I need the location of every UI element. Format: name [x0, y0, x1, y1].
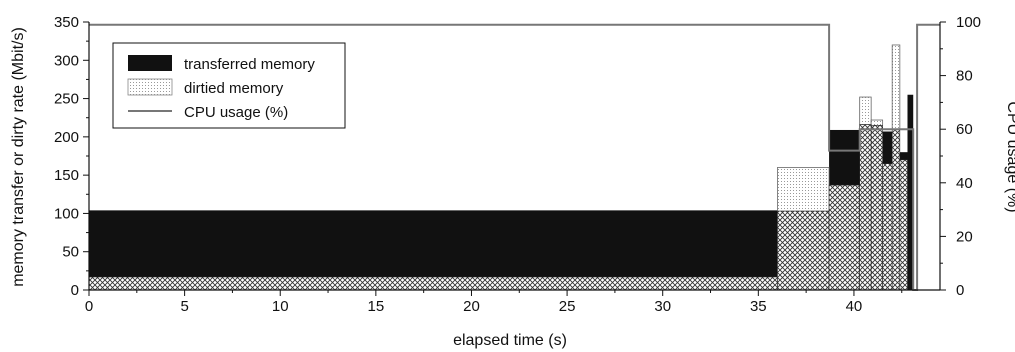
y-tick-label-200: 200 — [54, 129, 79, 146]
dirtied-bar-excess-1 — [777, 167, 830, 212]
y2-axis-title: CPU usage (%) — [1004, 101, 1015, 212]
legend-swatch-transferred — [128, 55, 172, 71]
y2-tick-label-0: 0 — [956, 282, 964, 299]
y-tick-label-300: 300 — [54, 52, 79, 69]
y-tick-label-250: 250 — [54, 91, 79, 108]
y-tick-label-50: 50 — [62, 244, 79, 261]
dirtied-bar-overlap-6 — [891, 128, 901, 291]
dirtied-bar-excess-6 — [891, 44, 901, 130]
y2-tick-label-40: 40 — [956, 175, 973, 192]
x-tick-label-10: 10 — [272, 298, 289, 315]
dirtied-bar-overlap-5 — [882, 163, 893, 291]
y2-tick-label-60: 60 — [956, 121, 973, 138]
y-tick-label-100: 100 — [54, 205, 79, 222]
y-tick-label-350: 350 — [54, 14, 79, 31]
dirtied-bar-overlap-2 — [828, 184, 860, 291]
y-axis-title: memory transfer or dirty rate (Mbit/s) — [10, 27, 27, 287]
legend: transferred memory dirtied memory CPU us… — [112, 42, 346, 129]
dirtied-bar-overlap-7 — [899, 159, 908, 291]
x-tick-label-25: 25 — [559, 298, 576, 315]
cpu-usage-line — [89, 23, 940, 291]
x-tick-label-35: 35 — [750, 298, 767, 315]
dirtied-bar-overlap-1 — [777, 210, 830, 291]
plot-area: 0 5 10 15 20 25 30 35 40 0 50 100 150 200 250 300 350 0 20… — [54, 14, 981, 315]
x-tick-label-40: 40 — [846, 298, 863, 315]
legend-swatch-dirtied — [127, 78, 173, 96]
x-tick-label-30: 30 — [654, 298, 671, 315]
dirtied-bar-excess-3 — [859, 96, 872, 126]
y-tick-label-150: 150 — [54, 167, 79, 184]
y-tick-label-0: 0 — [71, 282, 79, 299]
x-tick-label-15: 15 — [368, 298, 385, 315]
legend-label-dirtied: dirtied memory — [184, 80, 284, 97]
x-tick-label-20: 20 — [463, 298, 480, 315]
y2-tick-label-80: 80 — [956, 68, 973, 85]
y2-tick-label-100: 100 — [956, 14, 981, 31]
dirtied-bar-excess-4 — [870, 119, 884, 126]
y2-tick-label-20: 20 — [956, 228, 973, 245]
dirtied-bar-overlap-0 — [88, 276, 778, 291]
legend-label-transferred: transferred memory — [184, 56, 315, 73]
dirtied-bar-overlap-4 — [870, 125, 883, 291]
dirtied-bar-overlap-3 — [859, 124, 872, 291]
transferred-bar-8 — [907, 94, 914, 290]
legend-label-cpu: CPU usage (%) — [184, 104, 288, 121]
x-tick-label-5: 5 — [180, 298, 188, 315]
x-tick-label-0: 0 — [85, 298, 93, 315]
x-axis-title: elapsed time (s) — [453, 332, 567, 349]
